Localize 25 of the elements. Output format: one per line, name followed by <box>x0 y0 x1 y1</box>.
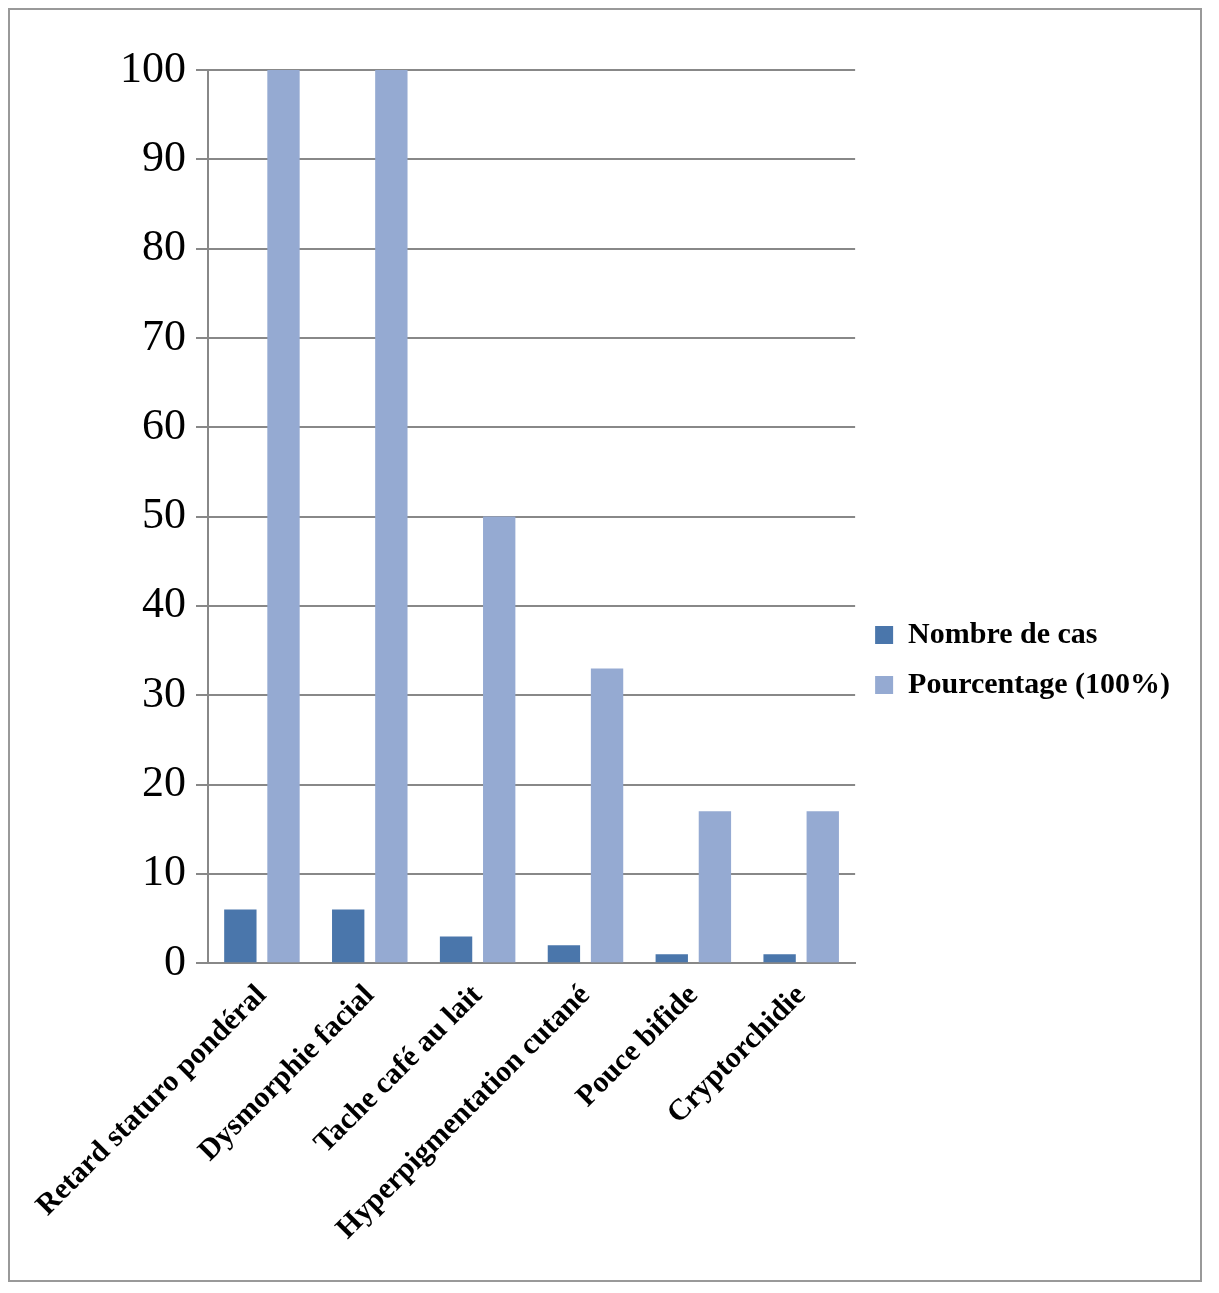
legend-label: Pourcentage (100%) <box>908 665 1171 700</box>
y-tick-label: 10 <box>142 846 186 896</box>
y-tick-label: 100 <box>120 42 186 92</box>
y-tick-label: 0 <box>164 935 186 985</box>
bar <box>547 945 581 963</box>
y-tick-label: 20 <box>142 757 186 807</box>
y-tick-label: 80 <box>142 221 186 271</box>
bar <box>224 909 257 963</box>
legend-label: Nombre de cas <box>908 615 1098 649</box>
bar <box>483 516 516 963</box>
bar <box>655 954 688 963</box>
bar <box>439 936 473 963</box>
bar <box>375 70 408 963</box>
y-tick-label: 40 <box>142 578 186 628</box>
bar <box>698 811 732 963</box>
bar <box>267 70 300 963</box>
y-tick-label: 70 <box>142 310 186 360</box>
y-tick-label: 30 <box>142 667 186 717</box>
bar <box>763 954 796 963</box>
y-tick-label: 90 <box>142 131 186 181</box>
y-tick-label: 60 <box>142 399 186 449</box>
bar <box>590 668 624 963</box>
y-tick-label: 50 <box>142 489 186 539</box>
bar <box>332 909 365 963</box>
bar <box>806 811 839 963</box>
